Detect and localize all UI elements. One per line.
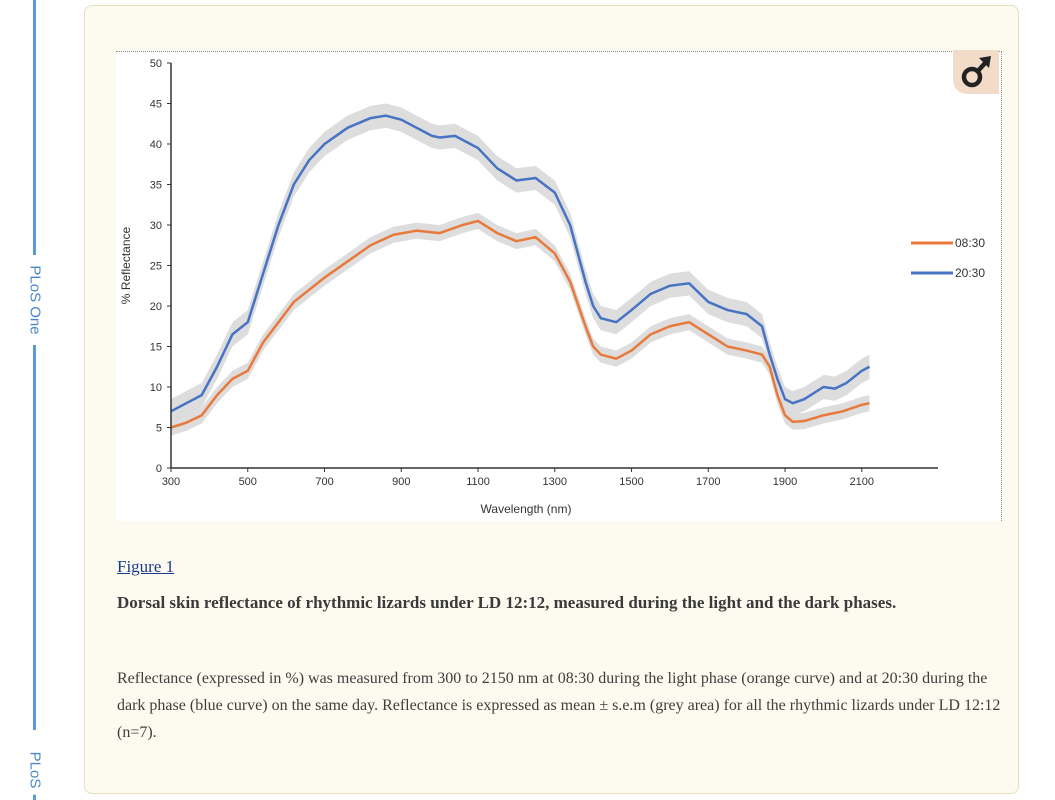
sidebar-journal-label[interactable]: PLoS One (26, 259, 44, 341)
sidebar: PLoS One PLoS (0, 0, 75, 800)
male-badge (953, 50, 999, 94)
x-tick-label: 1900 (773, 476, 797, 488)
y-tick-label: 45 (150, 99, 162, 111)
y-tick-label: 30 (150, 220, 162, 232)
sidebar-line-top (33, 0, 36, 255)
x-tick-label: 1700 (696, 476, 720, 488)
series-line-0 (170, 219, 870, 429)
x-tick-label: 1500 (619, 476, 643, 488)
y-tick-label: 20 (150, 301, 162, 313)
series-line-1 (170, 114, 871, 413)
y-tick-label: 10 (150, 382, 162, 394)
legend-label-1: 20:30 (955, 266, 985, 280)
x-tick-label: 700 (315, 476, 333, 488)
reflectance-chart: 0 5 10 15 20 25 30 35 40 45 50 300 500 700 900 1100 1300… (119, 58, 985, 516)
legend-label-0: 08:30 (955, 236, 985, 250)
male-symbol-icon (961, 56, 991, 88)
y-axis-title: % Reflectance (119, 226, 133, 304)
sidebar-line-mid (33, 345, 36, 730)
y-tick-label: 25 (150, 261, 162, 273)
y-tick-label: 15 (150, 342, 162, 354)
error-band-1 (171, 103, 870, 424)
y-tick-label: 0 (156, 463, 162, 475)
sidebar-publisher-label[interactable]: PLoS (26, 745, 44, 795)
x-tick-label: 900 (392, 476, 410, 488)
x-tick-label: 1100 (466, 476, 490, 488)
figure-caption: Reflectance (expressed in %) was measure… (117, 670, 1001, 741)
y-tick-label: 50 (150, 58, 162, 70)
error-band-0 (171, 212, 870, 436)
figure-image[interactable]: 0 5 10 15 20 25 30 35 40 45 50 300 500 700 900 1100 1300… (116, 51, 1002, 521)
figure-title: Dorsal skin reflectance of rhythmic liza… (117, 593, 897, 612)
figure-link[interactable]: Figure 1 (117, 557, 175, 576)
x-tick-label: 2100 (850, 476, 874, 488)
x-tick-label: 300 (162, 476, 180, 488)
y-tick-label: 35 (150, 180, 162, 192)
x-tick-label: 500 (239, 476, 257, 488)
y-tick-label: 5 (156, 423, 162, 435)
x-tick-label: 1300 (543, 476, 567, 488)
x-axis-title: Wavelength (nm) (481, 502, 572, 516)
y-tick-label: 40 (150, 139, 162, 151)
